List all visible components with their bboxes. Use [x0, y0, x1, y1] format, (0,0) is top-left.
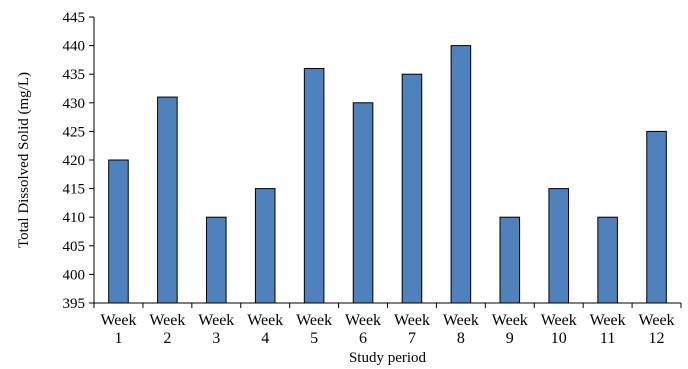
x-category-label-line: 11	[600, 330, 615, 347]
x-category-label-line: Week	[149, 312, 185, 329]
bar-week-9	[499, 216, 521, 304]
x-category-label-line: Week	[394, 312, 430, 329]
x-category-label-line: Week	[296, 312, 332, 329]
bar-week-11	[597, 216, 618, 304]
x-category-label: Week 11	[590, 312, 626, 347]
x-category-label-line: 5	[310, 330, 318, 347]
x-category-label-line: 1	[114, 330, 122, 347]
bar-week-10	[548, 188, 569, 304]
x-category-label-line: 7	[408, 330, 416, 347]
y-tick-label: 395	[63, 296, 86, 312]
x-category-label-line: 4	[261, 330, 269, 347]
y-tick-label: 435	[63, 67, 86, 83]
x-category-label-line: 12	[649, 330, 665, 347]
x-category-label-line: 3	[212, 330, 220, 347]
bars	[108, 45, 667, 304]
x-category-label: Week 2	[149, 312, 185, 347]
bar-week-3	[206, 216, 227, 304]
y-tick-label: 440	[63, 39, 86, 55]
y-tick-label: 400	[63, 267, 86, 283]
bar-week-5	[303, 67, 325, 304]
x-category-label: Week 12	[639, 312, 675, 347]
x-category-label: Week 8	[443, 312, 479, 347]
x-category-label-line: Week	[590, 312, 626, 329]
x-category-label-line: 6	[359, 330, 367, 347]
x-category-label-line: Week	[247, 312, 283, 329]
y-tick-label: 420	[63, 153, 86, 169]
bar-week-1	[108, 159, 129, 304]
x-category-label-line: Week	[492, 312, 528, 329]
bar-week-2	[157, 96, 178, 304]
y-tick-label: 405	[63, 239, 86, 255]
x-category-label: Week 5	[296, 312, 332, 347]
y-tick-label: 415	[63, 182, 86, 198]
y-axis-title: Total Dissolved Solid (mg/L)	[16, 72, 32, 248]
y-tick-label: 425	[63, 124, 86, 140]
bar-week-12	[646, 130, 667, 304]
x-category-label-line: Week	[345, 312, 381, 329]
x-category-label: Week 6	[345, 312, 381, 347]
y-tick-label: 410	[63, 210, 86, 226]
x-category-label-line: 2	[163, 330, 171, 347]
x-category-label: Week 3	[198, 312, 234, 347]
x-category-label: Week 10	[541, 312, 577, 347]
bar-week-8	[450, 45, 472, 304]
x-axis-title: Study period	[349, 350, 427, 366]
bar-week-6	[352, 102, 374, 304]
x-category-label-line: Week	[541, 312, 577, 329]
x-category-label-line: 10	[551, 330, 567, 347]
y-tick-label: 445	[63, 10, 86, 26]
x-category-label: Week 4	[247, 312, 283, 347]
bar-week-4	[254, 188, 276, 304]
x-category-label-line: 9	[506, 330, 514, 347]
x-category-label-line: 8	[457, 330, 465, 347]
x-category-label-line: Week	[443, 312, 479, 329]
y-tick-label: 430	[63, 96, 86, 112]
y-axis-ticks: 395 400 405 410 415 420 425 430 435 440 445	[63, 10, 94, 312]
x-category-label-line: Week	[100, 312, 136, 329]
x-category-label: Week 9	[492, 312, 528, 347]
x-category-label: Week 1	[100, 312, 136, 347]
x-category-label-line: Week	[198, 312, 234, 329]
x-category-label: Week 7	[394, 312, 430, 347]
bar-week-7	[401, 73, 423, 304]
x-category-label-line: Week	[639, 312, 675, 329]
